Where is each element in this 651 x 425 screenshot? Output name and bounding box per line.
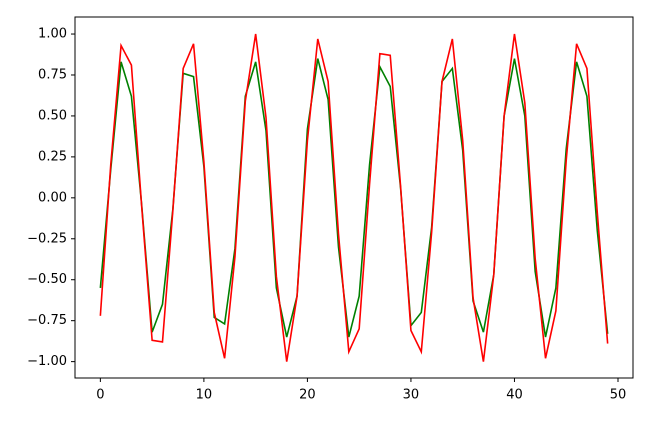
x-tick-label: 30 bbox=[403, 388, 420, 403]
line-series bbox=[99, 58, 609, 338]
y-tick-label: −0.75 bbox=[27, 313, 67, 328]
line-series bbox=[99, 33, 609, 362]
plot-frame bbox=[74, 16, 634, 379]
y-tick-label: 0.75 bbox=[38, 67, 67, 82]
y-tick-label: 0.25 bbox=[38, 149, 67, 164]
x-tick-label: 10 bbox=[196, 388, 213, 403]
y-tick-label: −0.25 bbox=[27, 231, 67, 246]
x-tick-label: 40 bbox=[506, 388, 523, 403]
x-tick-label: 50 bbox=[610, 388, 627, 403]
y-tick-label: 0.00 bbox=[38, 190, 67, 205]
y-tick-label: 1.00 bbox=[38, 27, 67, 42]
y-tick-label: 0.50 bbox=[38, 108, 67, 123]
y-tick-label: −0.50 bbox=[27, 272, 67, 287]
x-tick-label: 0 bbox=[96, 388, 104, 403]
x-tick-label: 20 bbox=[299, 388, 316, 403]
y-tick-label: −1.00 bbox=[27, 354, 67, 369]
